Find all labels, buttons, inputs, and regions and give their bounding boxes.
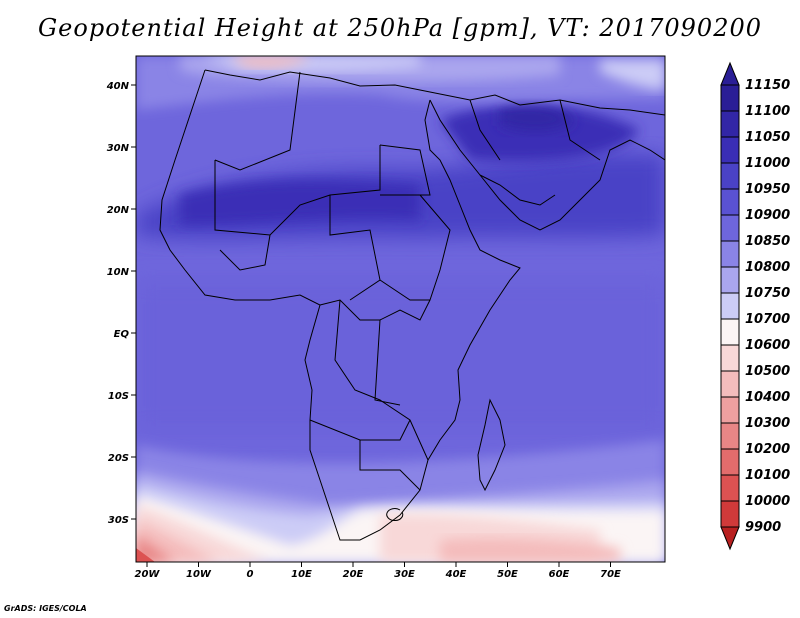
colorbar-label: 11050 bbox=[745, 130, 790, 145]
lat-label: 10N bbox=[107, 267, 130, 278]
colorbar-cell bbox=[720, 500, 740, 528]
colorbar-cell bbox=[720, 136, 740, 164]
plot-frame bbox=[135, 55, 666, 563]
lat-label: 30S bbox=[108, 515, 129, 526]
colorbar-cell bbox=[720, 370, 740, 398]
lon-label: 20W bbox=[135, 569, 161, 580]
lon-label: 50E bbox=[497, 569, 518, 580]
colorbar-cell bbox=[720, 474, 740, 502]
lon-label: 10W bbox=[186, 569, 212, 580]
map-title: Geopotential Height at 250hPa [gpm], VT:… bbox=[38, 14, 762, 42]
longitude-axis: 20W 10W 0 10E 20E 30E 40E 50E 60E 70E bbox=[135, 562, 621, 580]
colorbar-cell bbox=[720, 214, 740, 242]
colorbar-cell bbox=[720, 84, 740, 112]
lat-label: EQ bbox=[114, 329, 130, 340]
colorbar-cell bbox=[720, 162, 740, 190]
lon-label: 30E bbox=[394, 569, 415, 580]
colorbar-label: 10600 bbox=[745, 338, 790, 353]
colorbar-label: 10850 bbox=[745, 234, 790, 249]
colorbar-label: 10700 bbox=[745, 312, 790, 327]
colorbar-label: 10300 bbox=[745, 416, 790, 431]
lon-label: 0 bbox=[247, 569, 254, 580]
colorbar-label: 11150 bbox=[745, 78, 790, 93]
colorbar-cell bbox=[720, 110, 740, 138]
lat-label: 20S bbox=[108, 453, 129, 464]
lat-label: 10S bbox=[108, 391, 129, 402]
colorbar-label: 10950 bbox=[745, 182, 790, 197]
colorbar: 11150 11100 11050 11000 10950 10900 10850 10800… bbox=[720, 61, 790, 551]
colorbar-cell bbox=[720, 448, 740, 476]
colorbar-label: 10500 bbox=[745, 364, 790, 379]
lat-label: 30N bbox=[107, 143, 130, 154]
colorbar-label: 10100 bbox=[745, 468, 790, 483]
latitude-axis: 40N 30N 20N 10N EQ 10S 20S 30S bbox=[106, 81, 136, 526]
colorbar-cell bbox=[720, 422, 740, 450]
lon-label: 60E bbox=[549, 569, 570, 580]
lat-label: 40N bbox=[106, 81, 130, 92]
colorbar-label: 10750 bbox=[745, 286, 790, 301]
colorbar-label: 10200 bbox=[745, 442, 790, 457]
credit-label: GrADS: IGES/COLA bbox=[4, 604, 87, 613]
colorbar-cell bbox=[720, 344, 740, 372]
colorbar-label: 11100 bbox=[745, 104, 790, 119]
lat-label: 20N bbox=[107, 205, 130, 216]
lon-label: 10E bbox=[291, 569, 312, 580]
colorbar-cell bbox=[720, 188, 740, 216]
coastlines bbox=[159, 69, 665, 541]
colorbar-cell bbox=[720, 318, 740, 346]
colorbar-label: 10000 bbox=[745, 494, 790, 509]
colorbar-cell bbox=[720, 240, 740, 268]
colorbar-cell bbox=[720, 396, 740, 424]
colorbar-cell bbox=[720, 292, 740, 320]
colorbar-cell bbox=[720, 266, 740, 294]
lon-label: 70E bbox=[600, 569, 621, 580]
colorbar-arrow-top bbox=[720, 61, 740, 86]
colorbar-arrow-bottom bbox=[720, 526, 740, 551]
colorbar-label: 11000 bbox=[745, 156, 790, 171]
colorbar-label: 10900 bbox=[745, 208, 790, 223]
height-field bbox=[136, 56, 665, 562]
lon-label: 20E bbox=[343, 569, 364, 580]
lon-label: 40E bbox=[445, 569, 467, 580]
colorbar-label: 9900 bbox=[745, 520, 781, 535]
colorbar-label: 10400 bbox=[745, 390, 790, 405]
colorbar-label: 10800 bbox=[745, 260, 790, 275]
